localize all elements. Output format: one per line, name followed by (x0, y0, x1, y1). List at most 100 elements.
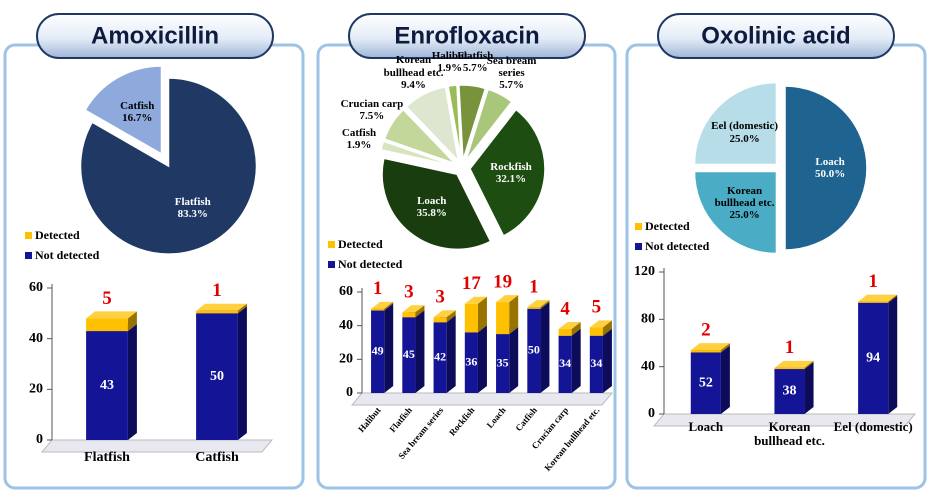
bar-top (371, 301, 394, 309)
legend-label: Detected (338, 237, 383, 251)
y-tick-label: 40 (29, 331, 43, 346)
slice-category: Flatfish (457, 49, 494, 62)
legend-label: Not detected (338, 257, 403, 271)
bar-top (433, 310, 456, 318)
slice-value: 7.5% (359, 110, 385, 123)
bar-segment (402, 312, 416, 318)
value-label: 34 (559, 356, 571, 370)
value-label: 34 (590, 356, 602, 370)
bar-top (858, 294, 898, 302)
legend-swatch (328, 241, 335, 248)
y-tick-label: 0 (648, 406, 655, 421)
x-tick-label: Eel (domestic) (831, 420, 915, 478)
slice-category: Catfish (120, 99, 155, 112)
y-tick-label: 80 (641, 312, 655, 327)
bar-side (804, 360, 814, 370)
bar-side (602, 320, 612, 336)
y-tick-label: 40 (339, 318, 353, 333)
bar-side (127, 311, 137, 332)
slice-value: 50.0% (814, 168, 846, 180)
detected-label: 4 (560, 298, 570, 319)
legend-swatch (328, 261, 335, 268)
pie-slice (784, 85, 868, 251)
bar-segment (196, 310, 238, 314)
slice-value: 5.7% (462, 61, 488, 74)
slice-label: Korean bullhead etc.9.4% (384, 54, 444, 91)
bar-segment (433, 317, 447, 323)
bar-side (888, 295, 898, 414)
slice-category: Korean bullhead etc. (714, 185, 775, 210)
y-tick-label: 60 (29, 280, 43, 295)
pie-slice (79, 77, 258, 255)
bar-side (384, 301, 394, 311)
slice-label-box: Catfish 16.7% (99, 86, 175, 138)
slice-category: Flatfish (174, 195, 211, 208)
slice-value: 9.4% (401, 78, 426, 91)
value-label: 45 (403, 347, 415, 361)
bar-top (558, 322, 581, 330)
y-tick-label: 20 (29, 382, 43, 397)
bar-side (477, 325, 487, 393)
pie-slice (469, 108, 546, 237)
bar-side (446, 315, 456, 393)
bar-segment (774, 367, 805, 370)
slice-label-box: Halibut 1.9% (412, 36, 488, 88)
detected-label: 1 (785, 337, 795, 358)
bar-segment (527, 307, 541, 309)
y-tick-label: 0 (36, 432, 43, 447)
y-tick-label: 0 (346, 385, 353, 400)
slice-value: 16.7% (122, 112, 153, 125)
slice-value: 25.0% (729, 132, 760, 145)
pie-slice (405, 86, 460, 164)
legend-swatch (635, 243, 642, 250)
value-label: 52 (699, 375, 713, 390)
bar-segment (371, 308, 385, 311)
bar-side (571, 328, 581, 393)
slice-value: 25.0% (729, 209, 760, 222)
x-tick-label: Loach (688, 420, 724, 434)
x-tick-text: Loach (688, 420, 724, 434)
bar-top (496, 295, 519, 303)
pie-slice (458, 84, 487, 161)
bar-segment (558, 335, 572, 393)
bar-side (237, 303, 247, 314)
bar-top (527, 300, 550, 308)
slice-category: Rockfish (490, 160, 532, 173)
slice-label-box: Korean bullhead etc. 25.0% (707, 177, 783, 229)
x-tick-text: Flatfish (84, 450, 130, 465)
slice-value: 32.1% (495, 172, 527, 185)
detected-label: 5 (102, 288, 112, 309)
x-tick-label-box: Eel (domestic) (831, 420, 915, 478)
bar-side (540, 300, 550, 309)
slice-value: 35.8% (416, 206, 447, 219)
pie-slice (693, 81, 778, 166)
chart-title: Oxolinic acid (701, 22, 850, 49)
value-label: 43 (100, 378, 114, 393)
slice-category: Eel (domestic) (711, 120, 779, 133)
bar-segment (371, 310, 385, 393)
pie-slice (380, 140, 455, 167)
x-tick-text: Korean bullhead etc. (754, 420, 825, 449)
bar-segment (690, 350, 721, 353)
slice-value: 5.7% (499, 79, 524, 92)
slice-label-box: Flatfish 83.3% (155, 182, 231, 234)
bar-segment (402, 317, 416, 393)
slice-category: Halibut (431, 49, 468, 62)
title-banner (657, 13, 895, 59)
detected-label: 1 (212, 280, 222, 301)
floor (652, 413, 917, 427)
floor (350, 392, 614, 406)
slice-label-box: Rockfish 32.1% (473, 147, 549, 199)
bar-segment (86, 331, 128, 440)
bar-top (86, 311, 137, 319)
bar-segment (496, 302, 510, 335)
bar-top (402, 305, 425, 313)
slice-category: Crucian carp (340, 98, 404, 111)
slice-label: Korean bullhead etc.25.0% (707, 177, 783, 229)
slice-label-box: Eel (domestic) 25.0% (707, 107, 783, 159)
bar-segment (774, 369, 805, 414)
pie-slice (383, 108, 456, 165)
x-tick-label: Flatfish (84, 450, 130, 465)
